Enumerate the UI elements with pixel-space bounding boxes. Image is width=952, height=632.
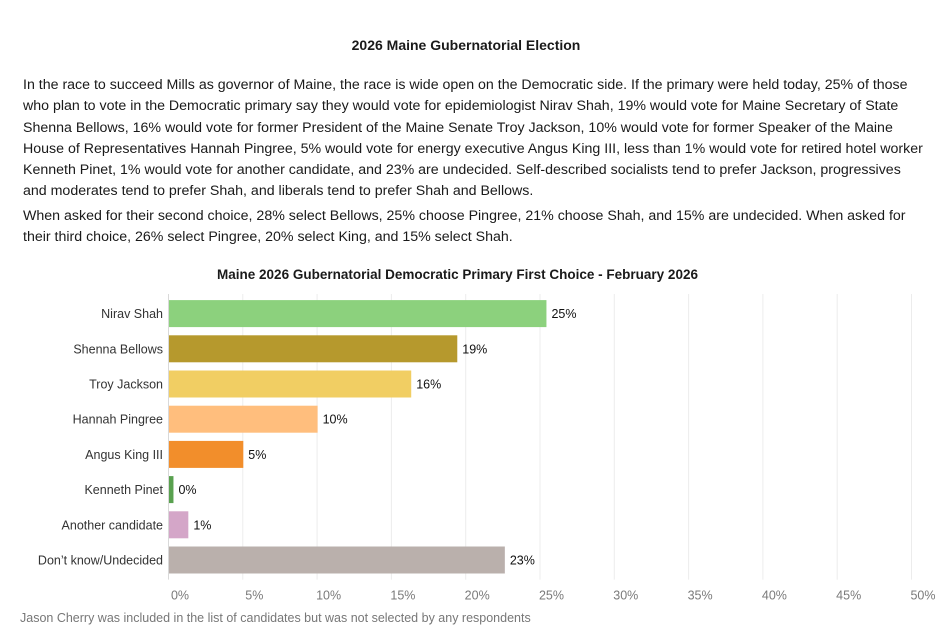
data-labels: 25% 19% 16% 10% 5% 0% 1% 23% bbox=[178, 307, 576, 567]
x-tick-label: 20% bbox=[465, 589, 490, 603]
data-label: 19% bbox=[462, 342, 487, 356]
category-label: Don’t know/Undecided bbox=[38, 554, 163, 568]
bar bbox=[169, 300, 547, 328]
bar bbox=[169, 370, 412, 398]
chart-footnote: Jason Cherry was included in the list of… bbox=[20, 611, 531, 625]
bar bbox=[169, 440, 244, 468]
x-tick-label: 50% bbox=[910, 589, 935, 603]
data-label: 16% bbox=[416, 378, 441, 392]
x-tick-label: 25% bbox=[539, 589, 564, 603]
category-label: Nirav Shah bbox=[101, 307, 163, 321]
bar bbox=[169, 511, 189, 539]
bar bbox=[169, 476, 174, 504]
data-label: 23% bbox=[510, 554, 535, 568]
bar-chart: Nirav Shah Shenna Bellows Troy Jackson Hann… bbox=[38, 294, 936, 603]
bar bbox=[169, 335, 458, 363]
chart-title: Maine 2026 Gubernatorial Democratic Prim… bbox=[217, 267, 698, 282]
summary-paragraph-second-third-choice: When asked for their second choice, 28% … bbox=[23, 208, 906, 246]
x-tick-label: 45% bbox=[836, 589, 861, 603]
category-label: Hannah Pingree bbox=[73, 413, 163, 427]
category-label: Shenna Bellows bbox=[73, 342, 163, 356]
summary-paragraph-first-choice: In the race to succeed Mills as governor… bbox=[23, 77, 923, 200]
category-label: Angus King III bbox=[85, 448, 163, 462]
x-tick-label: 10% bbox=[316, 589, 341, 603]
x-tick-label: 0% bbox=[171, 589, 189, 603]
data-label: 25% bbox=[551, 307, 576, 321]
bar bbox=[169, 546, 505, 574]
category-label: Another candidate bbox=[62, 518, 164, 532]
bars bbox=[169, 300, 547, 574]
x-tick-label: 15% bbox=[390, 589, 415, 603]
document-title: 2026 Maine Gubernatorial Election bbox=[351, 37, 581, 53]
x-tick-label: 5% bbox=[245, 589, 263, 603]
data-label: 5% bbox=[248, 448, 266, 462]
category-labels: Nirav Shah Shenna Bellows Troy Jackson Hann… bbox=[38, 307, 164, 567]
category-label: Kenneth Pinet bbox=[84, 483, 163, 497]
x-tick-label: 40% bbox=[762, 589, 787, 603]
data-label: 1% bbox=[193, 518, 211, 532]
x-tick-label: 30% bbox=[613, 589, 638, 603]
category-label: Troy Jackson bbox=[89, 378, 163, 392]
data-label: 0% bbox=[178, 483, 196, 497]
x-tick-label: 35% bbox=[688, 589, 713, 603]
data-label: 10% bbox=[323, 413, 348, 427]
bar bbox=[169, 405, 318, 433]
x-tick-labels: 0% 5% 10% 15% 20% 25% 30% 35% 40% 45% 50% bbox=[171, 589, 936, 603]
